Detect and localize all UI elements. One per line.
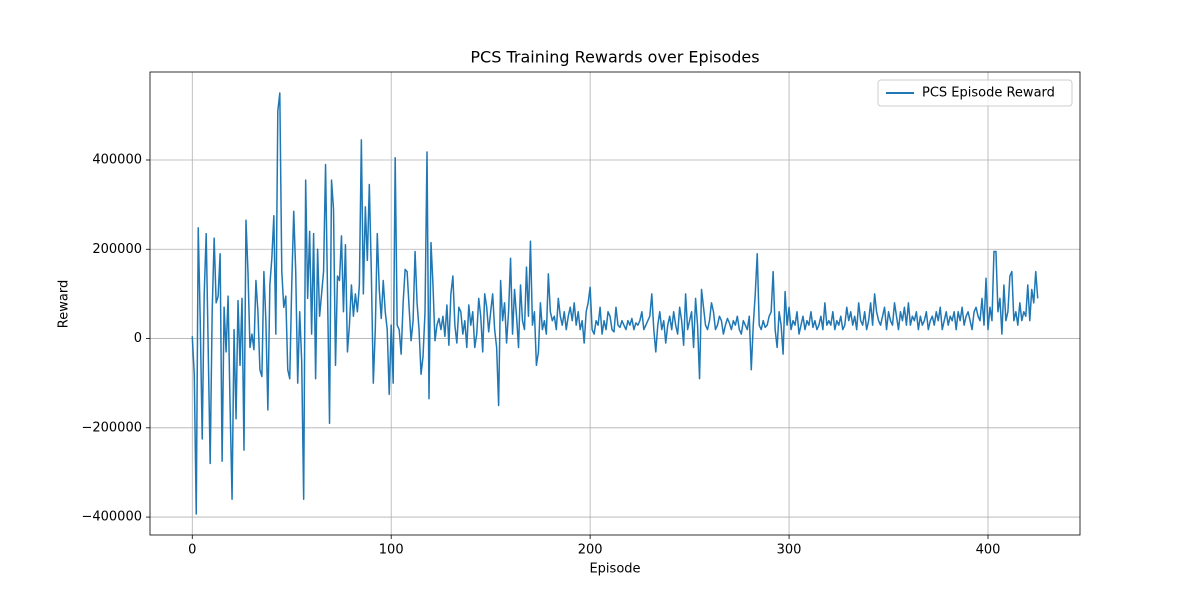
y-tick-label: 0 [134,331,142,346]
chart-title: PCS Training Rewards over Episodes [470,48,759,67]
y-tick-label: 200000 [92,242,142,257]
series-line [191,92,1039,515]
plot-frame [149,71,1081,536]
x-tick-label: 400 [976,543,1001,558]
legend-label: PCS Episode Reward [922,86,1055,101]
y-axis-label: Reward [57,280,72,328]
y-tick-label: −200000 [81,420,142,435]
legend-box [877,79,1073,107]
x-tick-label: 300 [777,543,802,558]
x-tick-label: 200 [578,543,603,558]
x-tick-label: 0 [188,543,196,558]
y-tick-label: 400000 [92,152,142,167]
x-tick-label: 100 [379,543,404,558]
y-tick-label: −400000 [81,510,142,525]
x-axis-label: Episode [589,562,640,577]
legend: PCS Episode Reward [877,79,1073,107]
